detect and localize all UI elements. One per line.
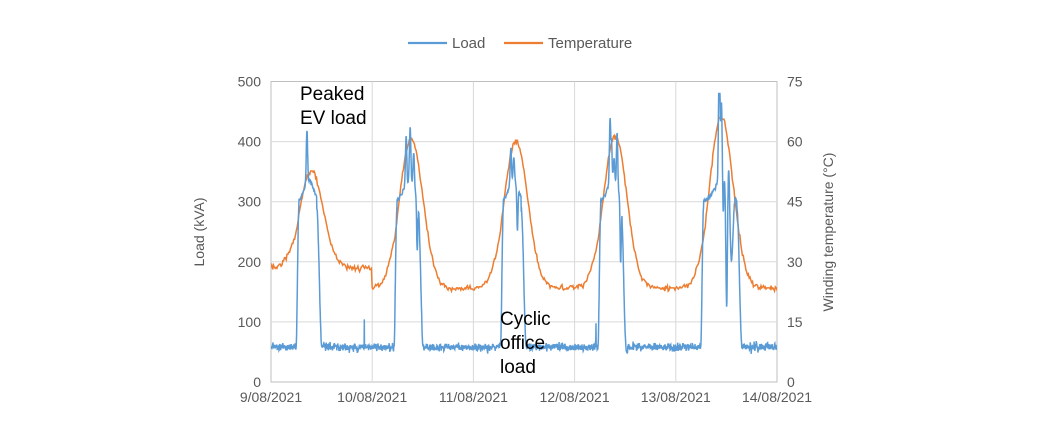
svg-text:15: 15 <box>787 314 803 330</box>
svg-text:200: 200 <box>238 254 262 270</box>
svg-text:30: 30 <box>787 254 803 270</box>
svg-text:60: 60 <box>787 134 803 150</box>
svg-text:Cyclic: Cyclic <box>500 309 551 330</box>
svg-text:45: 45 <box>787 194 803 210</box>
svg-text:Peaked: Peaked <box>300 84 364 105</box>
svg-text:load: load <box>500 357 536 378</box>
svg-text:office: office <box>500 333 545 354</box>
svg-text:14/08/2021: 14/08/2021 <box>742 389 812 405</box>
svg-text:11/08/2021: 11/08/2021 <box>439 389 508 405</box>
svg-text:0: 0 <box>787 374 795 390</box>
svg-text:100: 100 <box>238 314 262 330</box>
svg-text:10/08/2021: 10/08/2021 <box>337 389 407 405</box>
svg-text:0: 0 <box>253 374 261 390</box>
svg-text:300: 300 <box>238 194 262 210</box>
svg-text:Load (kVA): Load (kVA) <box>191 198 207 267</box>
svg-text:13/08/2021: 13/08/2021 <box>641 389 711 405</box>
svg-text:Winding temperature (°C): Winding temperature (°C) <box>820 153 836 312</box>
svg-text:EV load: EV load <box>300 108 367 129</box>
svg-text:75: 75 <box>787 74 803 90</box>
svg-text:500: 500 <box>238 74 262 90</box>
svg-text:Temperature: Temperature <box>548 35 632 52</box>
svg-text:Load: Load <box>452 35 485 52</box>
svg-text:9/08/2021: 9/08/2021 <box>240 389 302 405</box>
svg-text:400: 400 <box>238 134 262 150</box>
svg-text:12/08/2021: 12/08/2021 <box>540 389 610 405</box>
